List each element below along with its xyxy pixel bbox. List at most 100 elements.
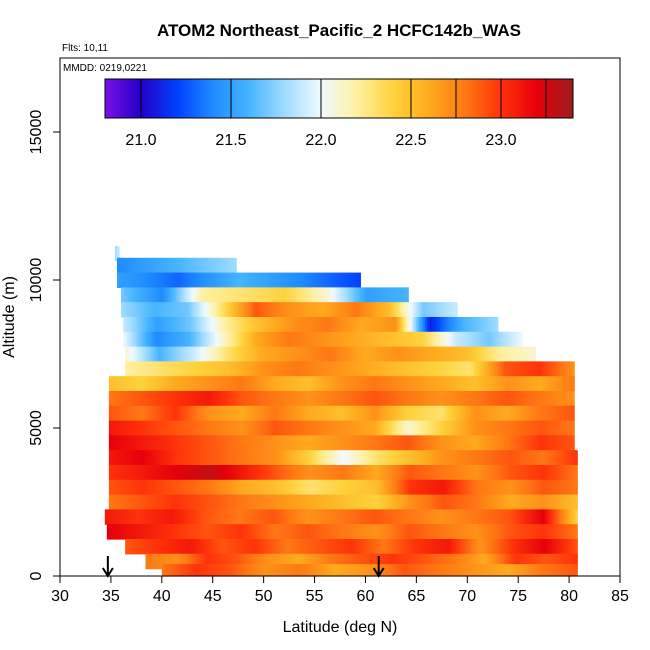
heat-cell <box>480 465 484 481</box>
heat-cell <box>523 361 527 377</box>
heat-cell <box>497 361 500 377</box>
heat-cell <box>251 553 255 570</box>
heat-cell <box>223 524 227 540</box>
heat-cell <box>348 553 351 570</box>
heat-cell <box>546 465 550 481</box>
heat-cell <box>249 524 253 540</box>
heat-cell <box>457 435 461 451</box>
heat-cell <box>167 287 170 303</box>
heat-cell <box>250 287 254 303</box>
heat-cell <box>229 553 233 570</box>
heat-cell <box>462 465 466 481</box>
heat-cell <box>379 465 383 481</box>
heat-cell <box>545 420 549 436</box>
heat-cell <box>142 317 146 333</box>
heat-cell <box>267 479 270 496</box>
heat-cell <box>555 553 559 570</box>
heat-cell <box>155 450 158 466</box>
heat-cell <box>488 361 492 377</box>
heat-cell <box>142 509 145 525</box>
heat-cell <box>471 420 474 436</box>
heat-cell <box>414 564 418 577</box>
heat-cell <box>233 317 237 333</box>
heat-cell <box>455 361 459 377</box>
heat-cell <box>434 494 438 510</box>
heat-cell <box>132 302 135 318</box>
heat-cell <box>146 494 150 510</box>
heat-cell <box>405 391 408 407</box>
heat-cell <box>430 509 433 525</box>
heat-cell <box>515 564 519 577</box>
heat-cell <box>258 405 261 422</box>
heat-cell <box>165 331 168 348</box>
heat-cell <box>359 420 362 436</box>
heat-cell <box>236 391 239 407</box>
heat-cell <box>135 479 139 496</box>
heat-cell <box>115 494 119 510</box>
heat-cell <box>422 391 426 407</box>
heat-cell <box>528 524 532 540</box>
heat-cell <box>260 450 264 466</box>
heat-cell <box>228 331 232 348</box>
heat-cell <box>290 361 294 377</box>
heat-cell <box>376 331 380 348</box>
heat-cell <box>119 494 123 510</box>
heat-cell <box>495 509 499 525</box>
heat-cell <box>414 346 418 362</box>
heat-cell <box>539 524 543 540</box>
heat-cell <box>462 539 466 555</box>
heat-cell <box>185 479 189 496</box>
heat-cell <box>213 272 217 288</box>
heat-cell <box>483 361 487 377</box>
heat-cell <box>394 465 398 481</box>
heat-cell <box>174 450 178 466</box>
heat-cell <box>174 391 178 407</box>
heat-cell <box>245 346 249 362</box>
heat-cell <box>420 539 424 555</box>
heat-cell <box>378 420 382 436</box>
heat-cell <box>284 391 288 407</box>
heat-cell <box>328 509 332 525</box>
heat-cell <box>328 494 332 510</box>
heat-cell <box>244 302 247 318</box>
heat-cell <box>166 479 169 496</box>
heat-cell <box>204 317 208 333</box>
heat-cell <box>138 272 142 288</box>
heat-cell <box>128 450 132 466</box>
heat-cell <box>434 331 437 348</box>
heat-cell <box>177 361 181 377</box>
heat-cell <box>283 287 287 303</box>
heat-cell <box>187 272 190 288</box>
heat-cell <box>148 435 152 451</box>
heat-cell <box>114 245 118 262</box>
heat-cell <box>216 553 219 570</box>
heat-cell <box>402 361 406 377</box>
heat-cell <box>218 257 222 274</box>
heat-cell <box>499 361 503 377</box>
heat-cell <box>420 317 424 333</box>
heat-cell <box>566 494 570 510</box>
heat-cell <box>170 564 174 577</box>
heat-cell <box>473 494 477 510</box>
heat-cell <box>178 257 182 274</box>
heat-cell <box>537 494 541 510</box>
heat-cell <box>383 479 387 496</box>
heat-cell <box>389 539 393 555</box>
heat-cell <box>256 494 259 510</box>
heat-cell <box>133 450 136 466</box>
heat-cell <box>196 479 200 496</box>
heat-cell <box>145 331 148 348</box>
heat-cell <box>338 302 342 318</box>
heat-cell <box>511 524 515 540</box>
heat-cell <box>478 479 482 496</box>
heat-cell <box>350 376 354 392</box>
heat-cell <box>326 494 330 510</box>
heat-cell <box>253 376 257 392</box>
heat-cell <box>517 331 521 348</box>
heat-cell <box>345 331 349 348</box>
heat-cell <box>124 509 128 525</box>
heat-cell <box>449 524 453 540</box>
heat-cell <box>133 391 136 407</box>
heat-cell <box>539 494 543 510</box>
heat-cell <box>405 376 408 392</box>
